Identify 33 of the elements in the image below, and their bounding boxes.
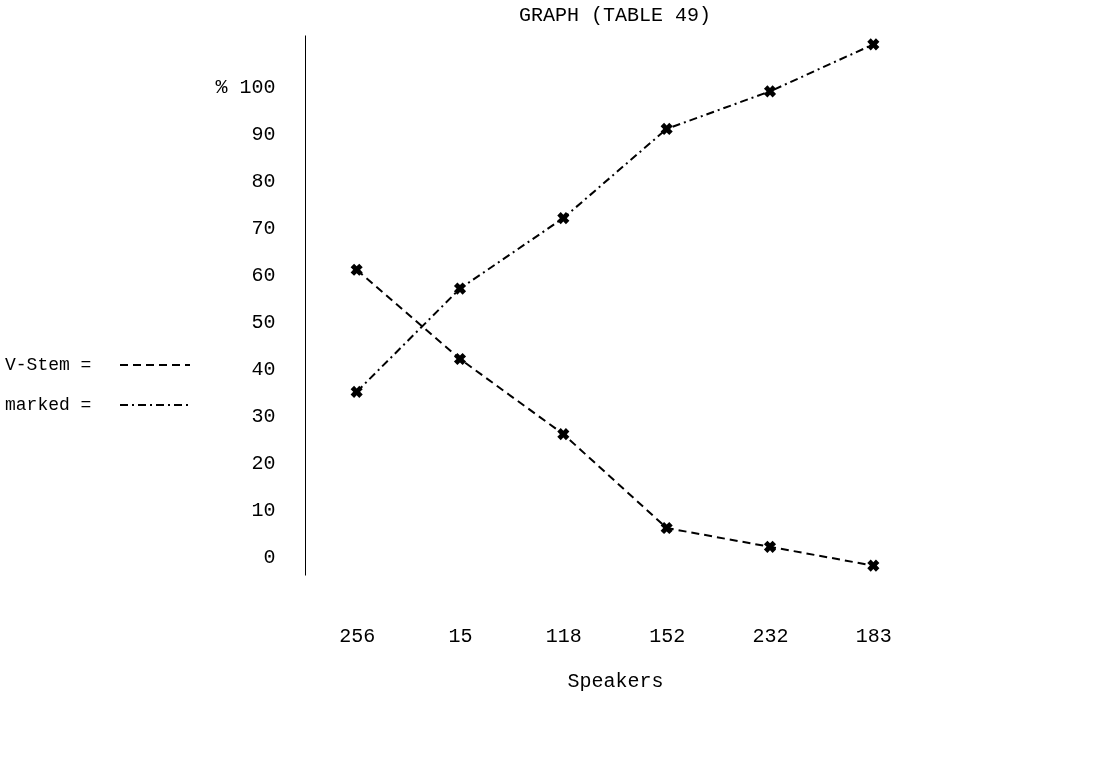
point xyxy=(350,263,363,276)
y-tick-label: 60 xyxy=(251,263,276,287)
x-tick-label: 183 xyxy=(855,624,892,648)
point xyxy=(867,559,880,572)
point xyxy=(557,212,570,225)
x-tick-label: 256 xyxy=(339,624,376,648)
y-tick-label: 50 xyxy=(251,310,276,334)
x-tick-label: 118 xyxy=(545,624,582,648)
y-tick-label: 80 xyxy=(251,170,276,194)
x-axis-title: Speakers xyxy=(567,669,664,693)
y-tick-label: 70 xyxy=(251,217,276,241)
point xyxy=(350,385,363,398)
x-tick-label: 152 xyxy=(649,624,686,648)
point xyxy=(763,540,777,553)
point xyxy=(660,521,673,535)
y-tick-label: % 100 xyxy=(215,76,276,100)
y-tick-label: 0 xyxy=(263,545,276,569)
y-tick-label: 30 xyxy=(251,404,276,428)
x-tick-label: 15 xyxy=(448,624,473,648)
chart-title: GRAPH (TABLE 49) xyxy=(518,4,712,27)
y-tick-label: 40 xyxy=(251,357,276,381)
y-tick-label: 20 xyxy=(251,451,276,475)
point xyxy=(867,38,880,51)
point xyxy=(453,282,467,295)
y-tick-label: 90 xyxy=(251,123,276,147)
point xyxy=(660,122,673,135)
point xyxy=(453,352,467,366)
point xyxy=(763,85,777,98)
legend-label: V-Stem = xyxy=(5,355,92,375)
point xyxy=(557,428,570,441)
y-tick-label: 10 xyxy=(251,498,276,522)
legend-label: marked = xyxy=(5,395,92,415)
x-tick-label: 232 xyxy=(752,624,789,648)
